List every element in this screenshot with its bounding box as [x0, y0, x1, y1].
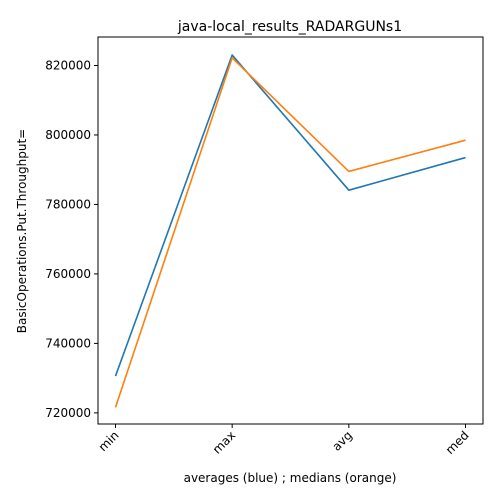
- x-tick-label: med: [443, 428, 472, 457]
- y-tick-label: 800000: [45, 128, 91, 142]
- y-axis-label: BasicOperations.Put.Throughput=: [15, 129, 29, 333]
- x-tick-label: min: [96, 428, 122, 454]
- chart-title: java-local_results_RADARGUNs1: [177, 19, 402, 35]
- y-tick-label: 760000: [45, 267, 91, 281]
- y-tick-label: 780000: [45, 197, 91, 211]
- y-tick-label: 820000: [45, 58, 91, 72]
- x-tick-label: avg: [329, 428, 355, 454]
- x-axis-label: averages (blue) ; medians (orange): [184, 471, 397, 485]
- y-tick-label: 740000: [45, 336, 91, 350]
- y-tick-label: 720000: [45, 406, 91, 420]
- plot-frame: [97, 36, 484, 425]
- x-tick-label: max: [210, 428, 238, 456]
- series-line-2: [114, 57, 466, 408]
- series-line-1: [114, 54, 466, 377]
